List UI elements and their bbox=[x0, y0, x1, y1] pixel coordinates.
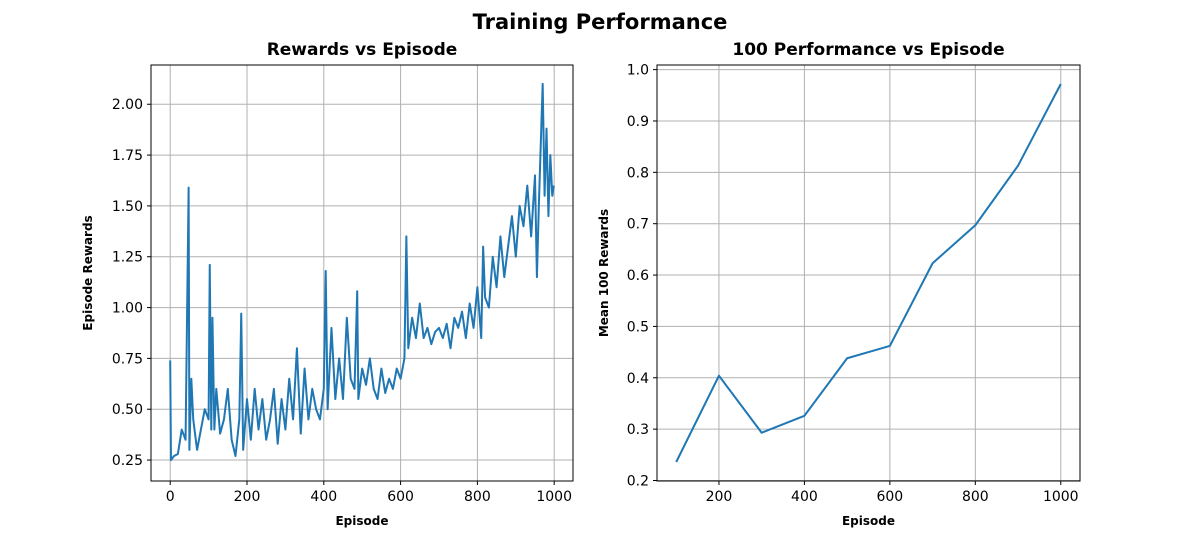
data-line bbox=[675, 83, 1062, 463]
x-tick-label: 0 bbox=[166, 489, 175, 505]
y-tick-label: 0.8 bbox=[627, 165, 649, 181]
x-tick-label: 600 bbox=[387, 489, 414, 505]
y-tick-label: 0.3 bbox=[627, 422, 649, 438]
y-tick-label: 0.4 bbox=[627, 371, 649, 387]
y-tick-label: 2.00 bbox=[112, 97, 143, 113]
x-tick-label: 800 bbox=[962, 489, 989, 505]
y-tick-label: 0.7 bbox=[627, 217, 649, 233]
y-tick-label: 1.75 bbox=[112, 148, 143, 164]
x-tick-label: 1000 bbox=[536, 489, 572, 505]
x-tick-label: 600 bbox=[876, 489, 903, 505]
figure-title: Training Performance bbox=[473, 10, 728, 34]
y-tick-label: 0.2 bbox=[627, 473, 649, 489]
x-tick-label: 400 bbox=[310, 489, 337, 505]
x-tick-label: 800 bbox=[464, 489, 491, 505]
axes-frame bbox=[150, 64, 574, 482]
y-tick-label: 0.6 bbox=[627, 268, 649, 284]
x-tick-label: 200 bbox=[234, 489, 261, 505]
y-tick-label: 0.5 bbox=[627, 319, 649, 335]
x-axis-label: Episode bbox=[842, 514, 895, 528]
y-tick-label: 1.00 bbox=[112, 301, 143, 317]
y-tick-label: 1.0 bbox=[627, 63, 649, 79]
y-axis-label: Mean 100 Rewards bbox=[597, 209, 611, 337]
data-line bbox=[169, 82, 555, 462]
x-tick-label: 200 bbox=[706, 489, 733, 505]
axes-title: Rewards vs Episode bbox=[267, 40, 458, 60]
y-tick-label: 0.9 bbox=[627, 114, 649, 130]
x-axis-label: Episode bbox=[335, 514, 388, 528]
y-tick-label: 1.50 bbox=[112, 199, 143, 215]
x-tick-label: 1000 bbox=[1043, 489, 1079, 505]
x-tick-label: 400 bbox=[791, 489, 818, 505]
y-tick-label: 0.50 bbox=[112, 402, 143, 418]
y-axis-label: Episode Rewards bbox=[81, 215, 95, 330]
y-tick-label: 1.25 bbox=[112, 250, 143, 266]
axes-title: 100 Performance vs Episode bbox=[732, 40, 1004, 60]
axes-frame bbox=[656, 64, 1081, 482]
y-tick-label: 0.75 bbox=[112, 351, 143, 367]
y-tick-label: 0.25 bbox=[112, 453, 143, 469]
